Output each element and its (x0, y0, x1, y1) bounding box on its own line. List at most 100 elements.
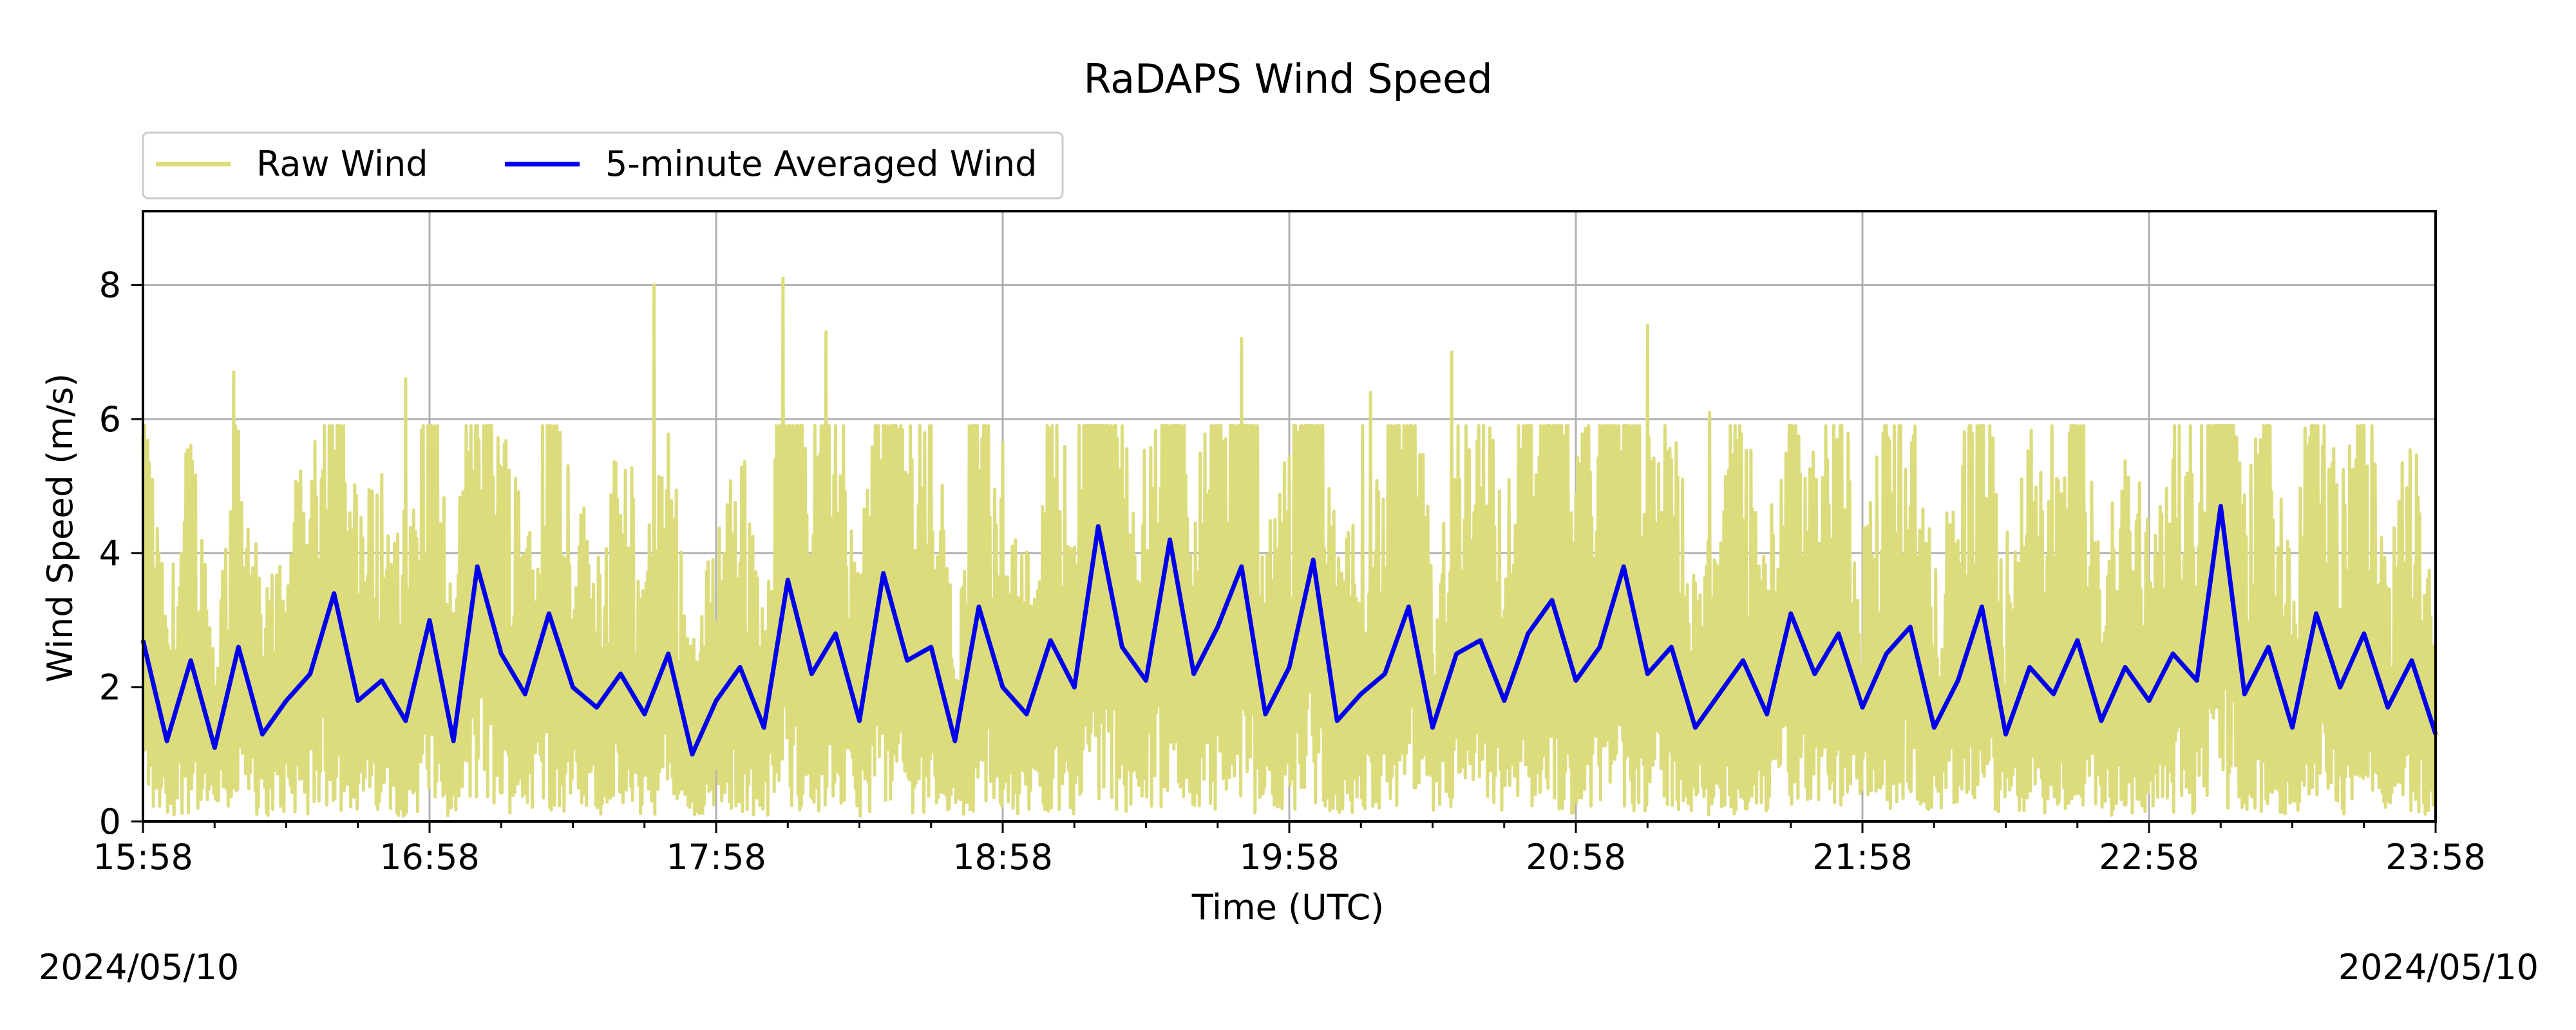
averaged-wind-point (380, 679, 384, 682)
averaged-wind-point (1884, 652, 1888, 656)
averaged-wind-point (1455, 652, 1459, 656)
averaged-wind-point (977, 605, 981, 609)
averaged-wind-point (1693, 726, 1697, 729)
averaged-wind-point (905, 659, 909, 662)
averaged-wind-point (1072, 686, 1076, 689)
averaged-wind-point (2123, 665, 2127, 669)
averaged-wind-point (1932, 726, 1936, 729)
y-tick-label: 4 (99, 533, 121, 574)
averaged-wind-point (499, 652, 503, 656)
x-tick-label: 21:58 (1812, 837, 1913, 877)
averaged-wind-point (260, 733, 264, 736)
averaged-wind-point (404, 719, 408, 723)
averaged-wind-point (810, 672, 813, 676)
averaged-wind-point (2147, 698, 2151, 702)
end-date-label: 2024/05/10 (2338, 947, 2539, 988)
averaged-wind-point (2362, 632, 2366, 635)
averaged-wind-point (1813, 672, 1817, 676)
averaged-wind-point (1096, 525, 1100, 529)
averaged-wind-point (1622, 565, 1625, 568)
averaged-wind-point (1765, 712, 1769, 716)
y-axis-label: Wind Speed (m/s) (40, 373, 80, 682)
averaged-wind-point (1550, 598, 1554, 602)
averaged-wind-point (1502, 698, 1506, 702)
averaged-wind-point (1837, 632, 1841, 635)
averaged-wind-point (1908, 625, 1912, 629)
x-tick-label: 16:58 (379, 837, 480, 877)
averaged-wind-point (1120, 645, 1124, 649)
averaged-wind-point (1431, 726, 1434, 729)
averaged-wind-point (2315, 612, 2318, 615)
averaged-wind-point (2171, 652, 2175, 656)
legend: Raw Wind 5-minute Averaged Wind (142, 131, 1064, 200)
averaged-wind-point (1526, 632, 1530, 635)
legend-averaged-wind-label: 5-minute Averaged Wind (605, 144, 1037, 184)
averaged-wind-point (547, 612, 551, 615)
averaged-wind-point (428, 618, 431, 622)
averaged-wind-point (1956, 679, 1960, 682)
averaged-wind-point (595, 706, 599, 709)
averaged-wind-point (332, 592, 336, 595)
averaged-wind-point (475, 565, 479, 568)
x-tick-label: 17:58 (666, 837, 766, 877)
averaged-wind-point (1479, 639, 1482, 642)
x-tick-label: 22:58 (2099, 837, 2199, 877)
averaged-wind-point (714, 698, 718, 702)
averaged-wind-point (1144, 679, 1148, 682)
legend-frame (142, 131, 1064, 200)
averaged-wind-point (1741, 659, 1745, 662)
averaged-wind-point (1406, 605, 1410, 609)
averaged-wind-point (690, 753, 694, 756)
averaged-wind-point (1287, 665, 1291, 669)
averaged-wind-point (2052, 692, 2056, 696)
averaged-wind-point (2099, 719, 2103, 723)
averaged-wind-point (953, 739, 957, 743)
averaged-wind-point (1001, 686, 1005, 689)
averaged-wind-point (1980, 605, 1984, 609)
averaged-wind-point (1335, 719, 1339, 723)
averaged-wind-point (882, 572, 886, 576)
raw-wind-series (141, 276, 2438, 818)
x-tick-label: 18:58 (952, 837, 1053, 877)
averaged-wind-point (1645, 672, 1649, 676)
axes: 15:58 16:58 17:58 18:58 19:58 20:58 21:58 22:58… (93, 210, 2486, 877)
averaged-wind-point (1789, 612, 1793, 615)
averaged-wind-point (451, 739, 455, 743)
averaged-wind-point (1168, 538, 1172, 541)
averaged-wind-point (2076, 639, 2079, 642)
averaged-wind-point (1216, 625, 1220, 629)
averaged-wind-point (213, 745, 216, 749)
averaged-wind-point (1861, 706, 1864, 709)
averaged-wind-point (1669, 645, 1673, 649)
averaged-wind-point (1574, 679, 1578, 682)
averaged-wind-point (1264, 712, 1267, 716)
averaged-wind-point (2028, 665, 2032, 669)
averaged-wind-point (1025, 712, 1028, 716)
averaged-wind-point (619, 672, 623, 676)
averaged-wind-point (2338, 686, 2342, 689)
averaged-wind-point (833, 632, 837, 635)
averaged-wind-point (762, 726, 766, 729)
averaged-wind-point (2266, 645, 2270, 649)
y-tick-label: 0 (99, 801, 121, 842)
x-tick-label: 23:58 (2385, 837, 2486, 877)
y-tick-label: 2 (99, 668, 121, 708)
averaged-wind-point (858, 719, 861, 723)
y-tick-label: 6 (99, 399, 121, 440)
averaged-wind-point (1192, 672, 1196, 676)
averaged-wind-point (165, 739, 169, 743)
legend-raw-wind-label: Raw Wind (256, 144, 428, 184)
averaged-wind-point (2386, 706, 2390, 709)
averaged-wind-series (140, 503, 2438, 757)
averaged-wind-point (1718, 692, 1721, 696)
x-tick-label: 20:58 (1526, 837, 1626, 877)
averaged-wind-point (2195, 679, 2199, 682)
raw-wind-line (141, 276, 2438, 818)
averaged-wind-point (2004, 733, 2007, 736)
averaged-wind-point (1311, 558, 1315, 562)
averaged-wind-point (1240, 565, 1244, 568)
averaged-wind-point (786, 578, 790, 582)
y-tick-label: 8 (99, 265, 121, 306)
x-axis-label: Time (UTC) (1191, 887, 1385, 928)
